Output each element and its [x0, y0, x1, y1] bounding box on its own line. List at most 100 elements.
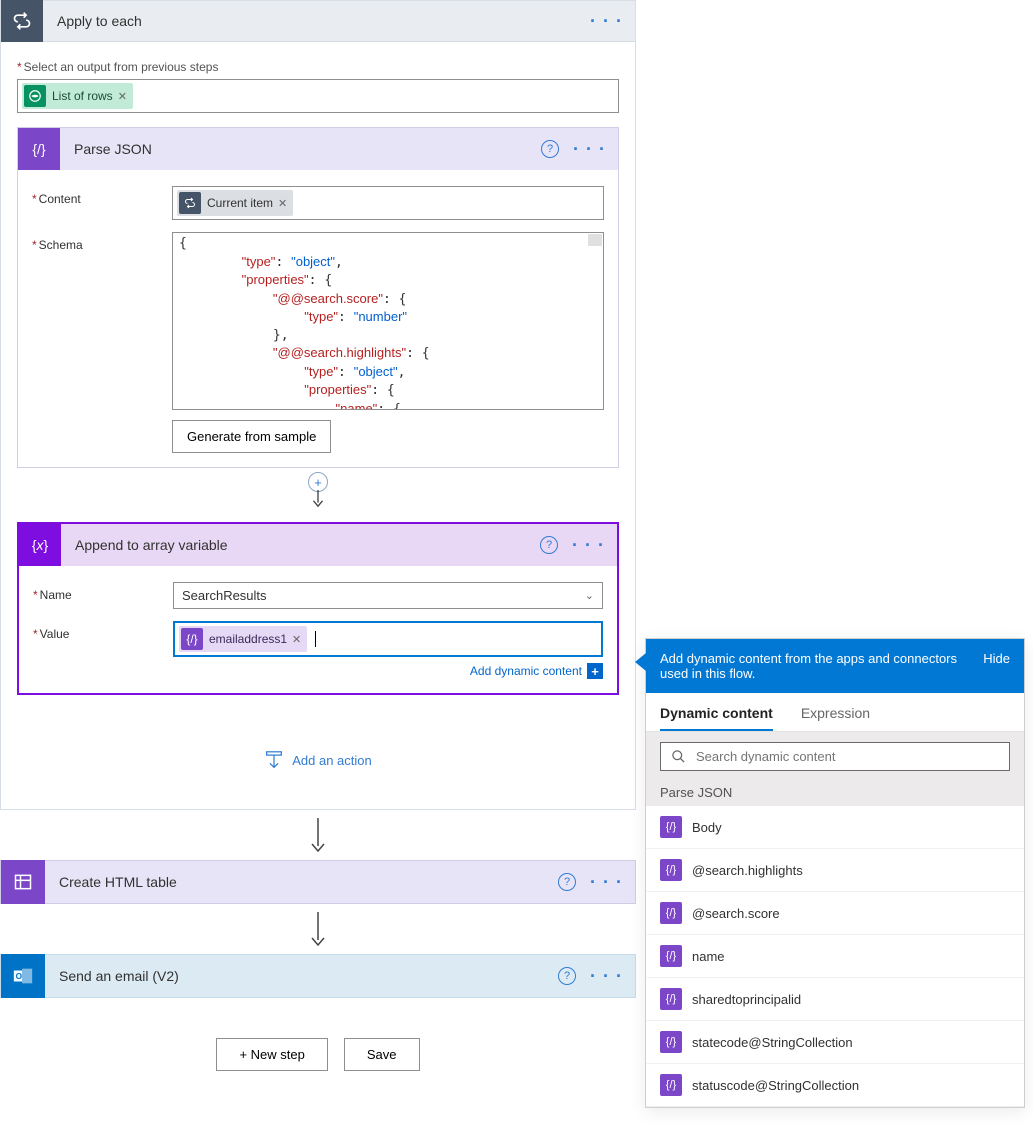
- dynamic-content-item[interactable]: {/} statecode@StringCollection: [646, 1021, 1024, 1064]
- apply-to-each-body: *Select an output from previous steps Li…: [0, 42, 636, 810]
- html-table-icon: [1, 860, 45, 904]
- item-label: @search.score: [692, 906, 780, 921]
- arrow-down-icon: [0, 810, 636, 860]
- item-label: statecode@StringCollection: [692, 1035, 853, 1050]
- remove-token-icon[interactable]: ✕: [292, 633, 301, 646]
- tab-dynamic-content[interactable]: Dynamic content: [660, 693, 773, 731]
- item-label: @search.highlights: [692, 863, 803, 878]
- apply-to-each-menu-icon[interactable]: · · ·: [578, 11, 635, 32]
- remove-token-icon[interactable]: ✕: [118, 90, 127, 103]
- append-variable-menu-icon[interactable]: · · ·: [560, 535, 617, 556]
- dynamic-content-item[interactable]: {/} @search.score: [646, 892, 1024, 935]
- loop-token-icon: [179, 192, 201, 214]
- token-label: List of rows: [52, 89, 113, 103]
- append-variable-title: Append to array variable: [61, 537, 540, 553]
- list-of-rows-token[interactable]: List of rows ✕: [22, 83, 133, 109]
- dynamic-content-header-text: Add dynamic content from the apps and co…: [660, 651, 971, 681]
- json-item-icon: {/}: [660, 816, 682, 838]
- generate-from-sample-button[interactable]: Generate from sample: [172, 420, 331, 453]
- hide-panel-button[interactable]: Hide: [983, 651, 1010, 666]
- json-item-icon: {/}: [660, 945, 682, 967]
- help-icon[interactable]: ?: [541, 140, 559, 158]
- create-html-menu-icon[interactable]: · · ·: [578, 872, 635, 893]
- parse-json-icon: {/}: [18, 128, 60, 170]
- variable-icon: {x}: [19, 524, 61, 566]
- tab-expression[interactable]: Expression: [801, 693, 870, 731]
- dynamic-content-item[interactable]: {/} @search.highlights: [646, 849, 1024, 892]
- send-email-card[interactable]: O Send an email (V2) ? · · ·: [0, 954, 636, 998]
- svg-text:O: O: [16, 972, 23, 981]
- add-an-action-button[interactable]: Add an action: [17, 695, 619, 787]
- flow-canvas: Apply to each · · · *Select an output fr…: [0, 0, 636, 1111]
- item-label: Body: [692, 820, 722, 835]
- add-dynamic-content-link[interactable]: Add dynamic content +: [173, 663, 603, 679]
- item-label: sharedtoprincipalid: [692, 992, 801, 1007]
- content-input[interactable]: Current item ✕: [172, 186, 604, 220]
- search-input[interactable]: [696, 749, 999, 764]
- loop-icon: [1, 0, 43, 42]
- add-action-icon: [264, 751, 284, 769]
- help-icon[interactable]: ?: [540, 536, 558, 554]
- create-html-table-card[interactable]: Create HTML table ? · · ·: [0, 860, 636, 904]
- dynamic-content-header: Add dynamic content from the apps and co…: [646, 639, 1024, 693]
- help-icon[interactable]: ?: [558, 873, 576, 891]
- search-wrapper: [646, 732, 1024, 779]
- item-label: statuscode@StringCollection: [692, 1078, 859, 1093]
- parse-json-title: Parse JSON: [60, 141, 541, 157]
- callout-arrow-icon: [635, 653, 646, 671]
- parse-json-body: *Content Current item ✕ *Schema: [18, 170, 618, 467]
- dataverse-icon: [24, 85, 46, 107]
- json-item-icon: {/}: [660, 902, 682, 924]
- json-item-icon: {/}: [660, 1031, 682, 1053]
- emailaddress-token[interactable]: {/} emailaddress1 ✕: [179, 626, 307, 652]
- name-field-label: *Name: [33, 582, 173, 602]
- dynamic-content-tabs: Dynamic content Expression: [646, 693, 1024, 732]
- remove-token-icon[interactable]: ✕: [278, 197, 287, 210]
- arrow-down-icon: [0, 904, 636, 954]
- dynamic-content-item[interactable]: {/} statuscode@StringCollection: [646, 1064, 1024, 1107]
- plus-badge-icon: +: [587, 663, 603, 679]
- parse-json-header[interactable]: {/} Parse JSON ? · · ·: [18, 128, 618, 170]
- send-email-title: Send an email (V2): [45, 968, 558, 984]
- schema-textarea[interactable]: { "type": "object", "properties": { "@@s…: [172, 232, 604, 410]
- name-select-value: SearchResults: [182, 588, 267, 603]
- append-variable-header[interactable]: {x} Append to array variable ? · · ·: [19, 524, 617, 566]
- schema-label: *Schema: [32, 232, 172, 252]
- json-item-icon: {/}: [660, 988, 682, 1010]
- search-icon: [671, 749, 686, 764]
- search-box[interactable]: [660, 742, 1010, 771]
- dynamic-content-list[interactable]: {/} Body {/} @search.highlights {/} @search.s…: [646, 806, 1024, 1107]
- parse-json-card: {/} Parse JSON ? · · · *Content Current …: [17, 127, 619, 468]
- json-item-icon: {/}: [660, 1074, 682, 1096]
- send-email-menu-icon[interactable]: · · ·: [578, 966, 635, 987]
- arrow-down-icon: [311, 490, 325, 508]
- chevron-down-icon: ⌄: [585, 589, 594, 602]
- parse-json-menu-icon[interactable]: · · ·: [561, 139, 618, 160]
- output-label: *Select an output from previous steps: [17, 60, 619, 74]
- name-select[interactable]: SearchResults ⌄: [173, 582, 603, 609]
- value-input[interactable]: {/} emailaddress1 ✕: [173, 621, 603, 657]
- token-label: emailaddress1: [209, 632, 287, 646]
- apply-to-each-title: Apply to each: [43, 13, 578, 29]
- create-html-table-title: Create HTML table: [45, 874, 558, 890]
- output-token-input[interactable]: List of rows ✕: [17, 79, 619, 113]
- dynamic-content-item[interactable]: {/} sharedtoprincipalid: [646, 978, 1024, 1021]
- current-item-token[interactable]: Current item ✕: [177, 190, 293, 216]
- insert-step-button[interactable]: +: [308, 472, 328, 492]
- apply-to-each-header[interactable]: Apply to each · · ·: [0, 0, 636, 42]
- append-variable-body: *Name SearchResults ⌄ *Value {/}: [19, 566, 617, 693]
- json-item-icon: {/}: [660, 859, 682, 881]
- dynamic-content-item[interactable]: {/} Body: [646, 806, 1024, 849]
- content-label: *Content: [32, 186, 172, 206]
- footer-buttons: + New step Save: [0, 998, 636, 1111]
- dynamic-content-item[interactable]: {/} name: [646, 935, 1024, 978]
- item-label: name: [692, 949, 725, 964]
- token-label: Current item: [207, 196, 273, 210]
- new-step-button[interactable]: + New step: [216, 1038, 327, 1071]
- text-cursor: [315, 631, 316, 647]
- help-icon[interactable]: ?: [558, 967, 576, 985]
- append-variable-card: {x} Append to array variable ? · · · *Na…: [17, 522, 619, 695]
- outlook-icon: O: [1, 954, 45, 998]
- group-title: Parse JSON: [646, 779, 1024, 806]
- save-button[interactable]: Save: [344, 1038, 420, 1071]
